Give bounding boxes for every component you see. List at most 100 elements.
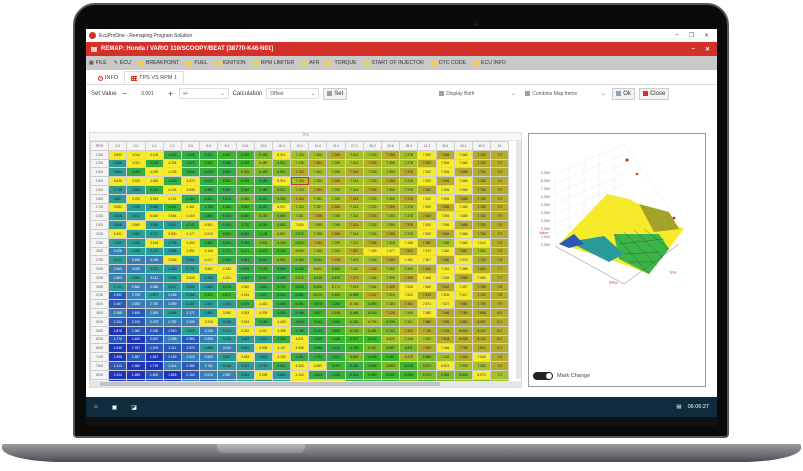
map-cell[interactable]: 4.254 bbox=[162, 158, 182, 169]
map-cell[interactable]: 7.915 bbox=[435, 325, 455, 336]
map-cell[interactable]: 7.687 bbox=[453, 246, 473, 257]
map-cell[interactable]: 6.005 bbox=[235, 167, 255, 178]
map-cell[interactable]: 7.568 bbox=[453, 272, 473, 283]
map-cell[interactable]: 7.314 bbox=[344, 220, 364, 230]
menu-item-ecu-info[interactable]: ECU INFO bbox=[473, 60, 506, 66]
map-cell[interactable]: 6.912 bbox=[271, 184, 292, 195]
map-cell[interactable]: 7.013 bbox=[471, 237, 492, 248]
map-cell[interactable]: 7.668 bbox=[453, 228, 473, 239]
close-button[interactable]: Close bbox=[638, 87, 670, 100]
map-cell[interactable]: 4.848 bbox=[271, 299, 292, 310]
map-cell[interactable]: 6.506 bbox=[308, 281, 328, 292]
map-cell[interactable]: 7.668 bbox=[453, 237, 473, 248]
restore-button[interactable]: ❐ bbox=[688, 33, 694, 39]
map-cell[interactable]: 7.520 bbox=[417, 149, 437, 160]
map-cell[interactable]: 7.314 bbox=[344, 202, 364, 213]
map-cell[interactable]: 7.512 bbox=[399, 246, 419, 257]
map-cell[interactable]: 1.776 bbox=[144, 360, 164, 371]
map-cell[interactable]: 7.350 bbox=[380, 202, 401, 213]
map-cell[interactable]: 5.460 bbox=[362, 369, 383, 380]
map-cell[interactable]: 2.760 bbox=[144, 299, 164, 310]
map-cell[interactable]: 7.399 bbox=[380, 272, 401, 283]
map-cell[interactable]: 7.258 bbox=[308, 211, 328, 222]
map-table[interactable]: RPM 0.0 0.4 1.0 2.0 3.8 5.6 8.4 10.8 13.6 16.4 19.2… bbox=[90, 141, 510, 387]
map-cell[interactable]: 3.964 bbox=[162, 211, 182, 222]
map-cell[interactable]: 4.960 bbox=[199, 184, 219, 195]
map-cell[interactable]: 3.618 bbox=[144, 237, 164, 248]
tab-info[interactable]: i INFO bbox=[92, 72, 124, 84]
map-cell[interactable]: 3.221 bbox=[144, 264, 164, 274]
map-cell[interactable]: 6.910 bbox=[271, 176, 292, 186]
map-cell[interactable]: 4.861 bbox=[235, 255, 255, 266]
map-cell[interactable]: 4.041 bbox=[162, 202, 182, 213]
map-cell[interactable]: 7.594 bbox=[435, 158, 455, 169]
map-cell[interactable]: 7.252 bbox=[471, 360, 492, 371]
map-cell[interactable]: 7.466 bbox=[417, 281, 437, 292]
map-cell[interactable]: 5.627 bbox=[308, 308, 328, 318]
map-cell[interactable]: 1.878 bbox=[108, 325, 128, 336]
map-cell[interactable]: 4.063 bbox=[144, 176, 164, 186]
map-cell[interactable]: 3.913 bbox=[235, 316, 255, 327]
map-cell[interactable]: 7.133 bbox=[290, 184, 310, 195]
map-cell[interactable]: 7.765 bbox=[453, 308, 473, 318]
map-cell[interactable]: 7.333 bbox=[362, 211, 383, 222]
map-cell[interactable]: 6.573 bbox=[417, 360, 437, 371]
map-cell[interactable]: 4.040 bbox=[144, 184, 164, 195]
map-cell[interactable]: 3.248 bbox=[144, 255, 164, 266]
map-cell[interactable]: 3.301 bbox=[108, 237, 128, 248]
map-cell[interactable]: 7.404 bbox=[362, 281, 383, 292]
map-cell[interactable]: 3.290 bbox=[126, 246, 146, 257]
map-cell[interactable]: 7.736 bbox=[417, 325, 437, 336]
map-cell[interactable]: 2.959 bbox=[199, 334, 219, 345]
map-cell[interactable]: 5.347 bbox=[253, 255, 273, 266]
map-cell[interactable]: 3.726 bbox=[108, 184, 128, 195]
map-cell[interactable]: 4.865 bbox=[199, 211, 219, 222]
map-cell[interactable]: 7.333 bbox=[362, 184, 383, 195]
map-cell[interactable]: 7.378 bbox=[399, 193, 419, 204]
map-cell[interactable]: 1.787 bbox=[126, 343, 146, 354]
map-cell[interactable]: 5.168 bbox=[290, 308, 310, 318]
map-cell[interactable]: 3.942 bbox=[144, 193, 164, 204]
map-cell[interactable]: 7.594 bbox=[435, 211, 455, 222]
map-cell[interactable]: 5.917 bbox=[344, 334, 364, 345]
map-cell[interactable]: 7.794 bbox=[471, 299, 492, 310]
map-cell[interactable]: 6.203 bbox=[271, 246, 292, 257]
minimize-button[interactable]: – bbox=[675, 32, 679, 38]
map-cell[interactable]: 3.933 bbox=[235, 308, 255, 318]
map-cell[interactable]: 6.522 bbox=[380, 334, 401, 345]
map-cell[interactable]: 7.686 bbox=[471, 272, 492, 283]
map-cell[interactable]: 2.863 bbox=[108, 272, 128, 283]
value-input[interactable] bbox=[132, 88, 163, 99]
map-cell[interactable]: 1.962 bbox=[126, 325, 146, 336]
map-cell[interactable]: 7.7 bbox=[490, 272, 510, 283]
map-cell[interactable]: 7.782 bbox=[471, 158, 492, 169]
map-cell[interactable]: 7.594 bbox=[435, 228, 455, 239]
map-cell[interactable]: 4.194 bbox=[235, 290, 255, 301]
document-icon[interactable]: ▣ bbox=[111, 404, 118, 411]
map-cell[interactable]: 5.731 bbox=[271, 281, 292, 292]
map-cell[interactable]: 5.458 bbox=[326, 334, 346, 345]
decrement-button[interactable]: − bbox=[122, 89, 127, 98]
map-cell[interactable]: 5.878 bbox=[308, 299, 328, 310]
map-cell[interactable]: 7.852 bbox=[453, 316, 473, 327]
map-cell[interactable]: 2.963 bbox=[126, 272, 146, 283]
map-cell[interactable]: 7.668 bbox=[453, 193, 473, 204]
map-cell[interactable]: 7.133 bbox=[290, 149, 310, 160]
map-cell[interactable]: 7.499 bbox=[362, 246, 383, 257]
map-cell[interactable]: 7.898 bbox=[471, 308, 492, 318]
map-cell[interactable]: 4.074 bbox=[235, 299, 255, 310]
map-cell[interactable]: 7.668 bbox=[453, 202, 473, 213]
map-cell[interactable]: 7.378 bbox=[399, 228, 419, 239]
map-cell[interactable]: 6.458 bbox=[253, 167, 273, 178]
map-cell[interactable]: 7.314 bbox=[344, 211, 364, 222]
map-cell[interactable]: 3.862 bbox=[126, 184, 146, 195]
menu-item-dtc-code[interactable]: DTC CODE bbox=[430, 60, 466, 66]
map-cell[interactable]: 7.8 bbox=[490, 352, 510, 362]
map-cell[interactable]: 6.248 bbox=[399, 360, 419, 371]
map-cell[interactable]: 7.9 bbox=[490, 158, 510, 169]
map-cell[interactable]: 8.142 bbox=[471, 334, 492, 345]
map-cell[interactable]: 7.252 bbox=[308, 193, 328, 204]
map-cell[interactable]: 3.618 bbox=[108, 211, 128, 222]
map-cell[interactable]: 4.704 bbox=[308, 352, 328, 362]
map-cell[interactable]: 3.226 bbox=[108, 246, 128, 257]
